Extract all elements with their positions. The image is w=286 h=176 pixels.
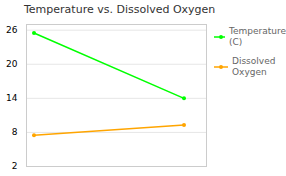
html-text:Dissolved Oxygen: Dissolved Oxygen — [232, 56, 276, 77]
svg-text:26: 26 — [6, 25, 18, 35]
svg-text:8: 8 — [12, 127, 18, 137]
html-text:Temperature (C): Temperature (C) — [229, 26, 286, 47]
svg-text:14: 14 — [6, 93, 18, 103]
html-text:Temperature vs. Dissolved Oxyg: Temperature vs. Dissolved Oxygen — [24, 3, 216, 16]
svg-text:20: 20 — [6, 59, 18, 69]
svg-text:2: 2 — [12, 161, 18, 171]
